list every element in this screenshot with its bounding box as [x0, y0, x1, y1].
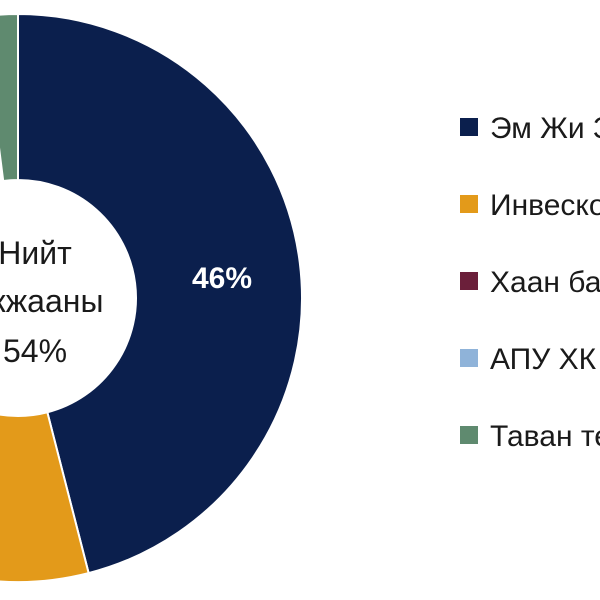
slice-label-em-zhi: 46% — [192, 262, 252, 295]
legend-label: Эм Жи З — [490, 112, 600, 145]
legend-swatch — [460, 118, 478, 136]
legend-item: Инвеско — [460, 189, 600, 222]
legend-item: Таван те — [460, 420, 600, 453]
legend-label: Таван те — [490, 420, 600, 453]
legend-swatch — [460, 272, 478, 290]
center-label-line-2: ажжааны — [0, 283, 103, 319]
donut-slice — [0, 411, 90, 583]
center-label-line-3: 54% — [3, 333, 67, 369]
donut-slice — [0, 12, 19, 183]
donut-slices — [0, 12, 303, 583]
legend-label: Хаан ба — [490, 266, 600, 299]
legend-item: Эм Жи З — [460, 112, 600, 145]
legend-swatch — [460, 349, 478, 367]
center-label-line-1: Нийт — [0, 235, 72, 271]
legend-swatch — [460, 195, 478, 213]
legend-item: Хаан ба — [460, 266, 600, 299]
legend: Эм Жи З Инвеско Хаан ба АПУ ХК Таван те — [460, 112, 600, 453]
legend-label: АПУ ХК — [490, 343, 597, 376]
legend-label: Инвеско — [490, 189, 600, 222]
donut-slice — [17, 12, 303, 575]
center-label: Нийт ажжааны 54% — [0, 235, 103, 369]
legend-swatch — [460, 426, 478, 444]
legend-item: АПУ ХК — [460, 343, 597, 376]
